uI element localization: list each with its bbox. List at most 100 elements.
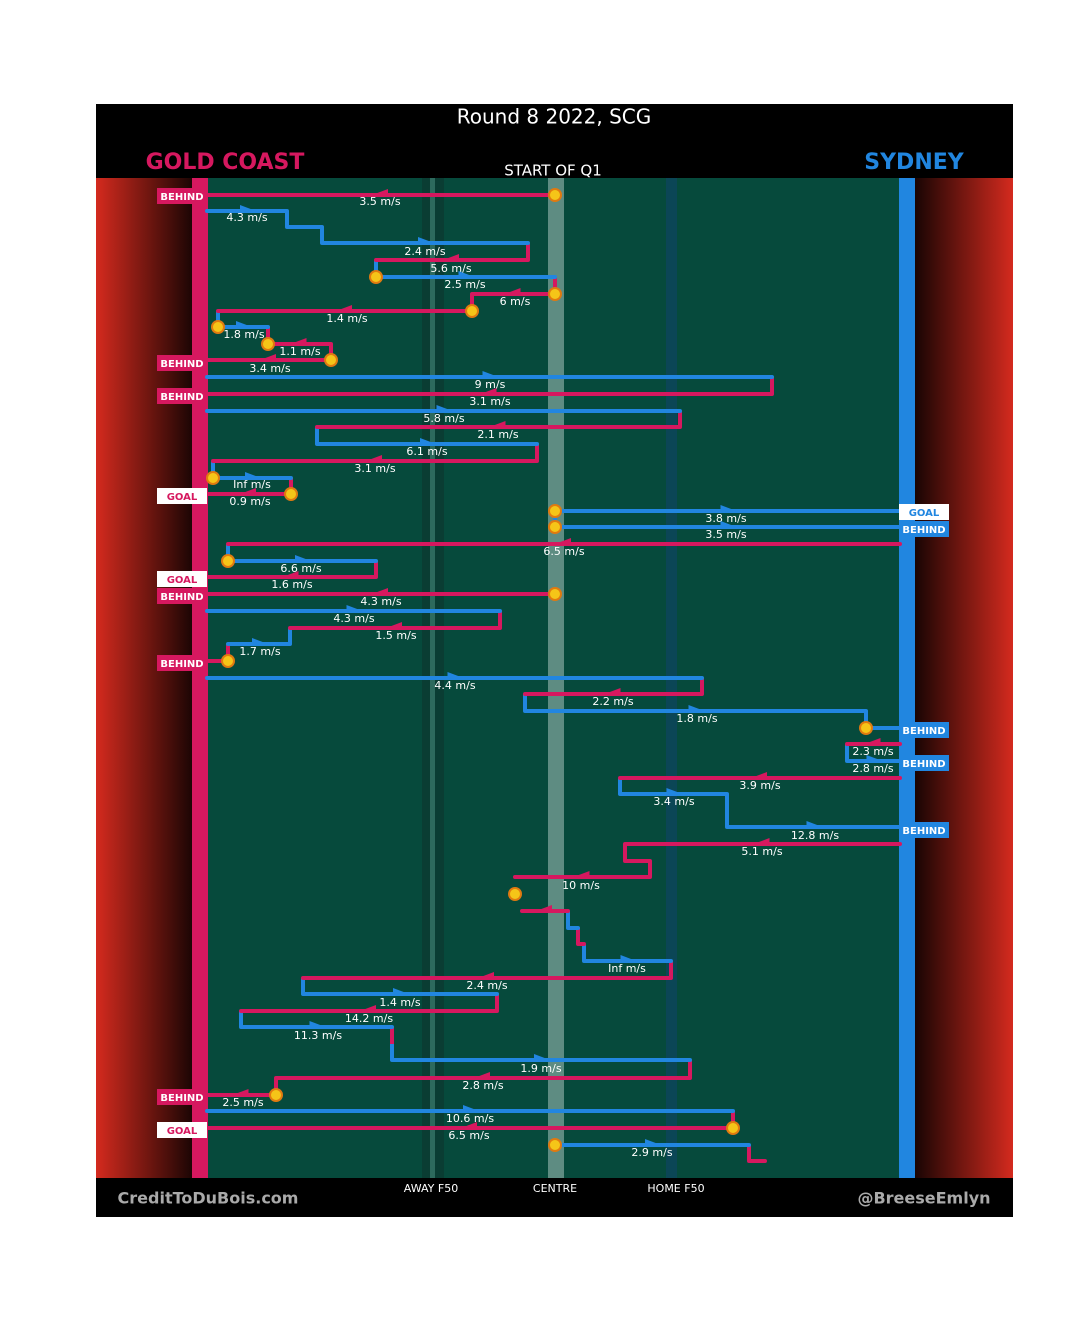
- direction-arrow: [489, 421, 506, 428]
- direction-arrow: [393, 988, 409, 995]
- team-left: GOLD COAST: [146, 150, 305, 175]
- direction-arrow: [420, 438, 436, 445]
- outcome-badge: [899, 822, 949, 838]
- direction-arrow: [753, 838, 770, 845]
- direction-arrow: [482, 371, 499, 378]
- direction-arrow: [240, 205, 256, 212]
- outcome-label: BEHIND: [902, 525, 945, 536]
- speed-label: 5.8 m/s: [423, 412, 464, 425]
- speed-label: 2.4 m/s: [404, 245, 445, 258]
- subtitle: START OF Q1: [504, 162, 602, 180]
- speed-label: 3.5 m/s: [705, 528, 746, 541]
- direction-arrow: [282, 571, 299, 578]
- outcome-label: BEHIND: [160, 592, 203, 603]
- speed-label: 1.8 m/s: [676, 712, 717, 725]
- speed-label: 3.1 m/s: [469, 395, 510, 408]
- outcome-badge: [157, 588, 207, 604]
- footer-band: [96, 1178, 1013, 1217]
- speed-label: 4.4 m/s: [434, 679, 475, 692]
- speed-label: 6.5 m/s: [448, 1129, 489, 1142]
- speed-label: 1.6 m/s: [271, 578, 312, 591]
- speed-label: 2.8 m/s: [462, 1079, 503, 1092]
- direction-arrow: [720, 505, 737, 512]
- direction-arrow: [346, 605, 363, 612]
- speed-label: 3.5 m/s: [359, 195, 400, 208]
- direction-arrow: [443, 254, 459, 261]
- direction-arrow: [645, 1139, 661, 1146]
- zone-label: AWAY F50: [404, 1182, 458, 1195]
- outcome-label: BEHIND: [902, 826, 945, 837]
- right-side: [902, 104, 1013, 1217]
- outcome-label: GOAL: [167, 492, 198, 503]
- direction-arrow: [504, 288, 521, 295]
- direction-arrow: [480, 388, 497, 395]
- direction-arrow: [245, 472, 261, 479]
- direction-arrow: [295, 555, 311, 562]
- zone-label: CENTRE: [533, 1182, 577, 1195]
- speed-label: 4.3 m/s: [333, 612, 374, 625]
- speed-label: 14.2 m/s: [345, 1012, 393, 1025]
- direction-arrow: [604, 688, 621, 695]
- direction-arrow: [447, 672, 464, 679]
- turnover-marker: [465, 304, 479, 318]
- speed-label: 10 m/s: [562, 879, 600, 892]
- outcome-badge: [157, 655, 207, 671]
- speed-label: 1.5 m/s: [375, 629, 416, 642]
- turnover-marker: [548, 520, 562, 534]
- speed-label: 2.5 m/s: [222, 1096, 263, 1109]
- direction-arrow: [534, 1054, 550, 1061]
- outcome-label: GOAL: [909, 508, 940, 519]
- direction-arrow: [260, 354, 276, 361]
- speed-label: Inf m/s: [233, 478, 271, 491]
- speed-label: 2.2 m/s: [592, 695, 633, 708]
- speed-label: 6.5 m/s: [543, 545, 584, 558]
- outcome-badge: [157, 1122, 207, 1138]
- possession-paths: 3.5 m/s 4.3 m/s 2.4 m/s 5.6 m/s 2.5 m/s 6 m/s…: [157, 188, 949, 1163]
- speed-label: 3.1 m/s: [354, 462, 395, 475]
- direction-arrow: [806, 821, 823, 828]
- direction-arrow: [461, 1122, 477, 1129]
- turnover-marker: [548, 504, 562, 518]
- outcome-badge: [899, 521, 949, 537]
- direction-arrow: [372, 189, 388, 196]
- direction-arrow: [666, 788, 683, 795]
- direction-arrow: [372, 588, 388, 595]
- turnover-marker: [284, 487, 298, 501]
- direction-arrow: [478, 972, 494, 979]
- speed-label: 1.1 m/s: [279, 345, 320, 358]
- speed-label: 3.4 m/s: [249, 362, 290, 375]
- sydney-line: [899, 178, 915, 1178]
- speed-label: 3.8 m/s: [705, 512, 746, 525]
- outcome-label: BEHIND: [160, 359, 203, 370]
- speed-label: 3.4 m/s: [653, 795, 694, 808]
- outcome-badge: [899, 504, 949, 520]
- speed-label: 5.1 m/s: [741, 845, 782, 858]
- footer-right: @BreeseEmlyn: [857, 1189, 990, 1208]
- outcome-label: BEHIND: [160, 392, 203, 403]
- speed-label: 10.6 m/s: [446, 1112, 494, 1125]
- outcome-badge: [899, 755, 949, 771]
- direction-arrow: [386, 622, 402, 629]
- speed-label: 9 m/s: [475, 378, 506, 391]
- turnover-marker: [324, 353, 338, 367]
- title: Round 8 2022, SCG: [457, 105, 652, 129]
- turnover-marker: [548, 188, 562, 202]
- turnover-marker: [221, 554, 235, 568]
- outcome-badge: [157, 188, 207, 204]
- direction-arrow: [252, 638, 268, 645]
- direction-arrow: [751, 772, 767, 779]
- turnover-marker: [548, 1138, 562, 1152]
- direction-arrow: [360, 1005, 376, 1012]
- direction-arrow: [864, 738, 881, 745]
- outcome-label: BEHIND: [902, 726, 945, 737]
- outcome-badge: [157, 355, 207, 371]
- direction-arrow: [474, 1072, 490, 1079]
- direction-arrow: [240, 488, 256, 495]
- speed-label: 6 m/s: [500, 295, 531, 308]
- speed-label: 2.9 m/s: [631, 1146, 672, 1159]
- speed-label: 11.3 m/s: [294, 1029, 342, 1042]
- direction-arrow: [418, 237, 434, 244]
- outcome-badge: [899, 722, 949, 738]
- turnover-marker: [548, 287, 562, 301]
